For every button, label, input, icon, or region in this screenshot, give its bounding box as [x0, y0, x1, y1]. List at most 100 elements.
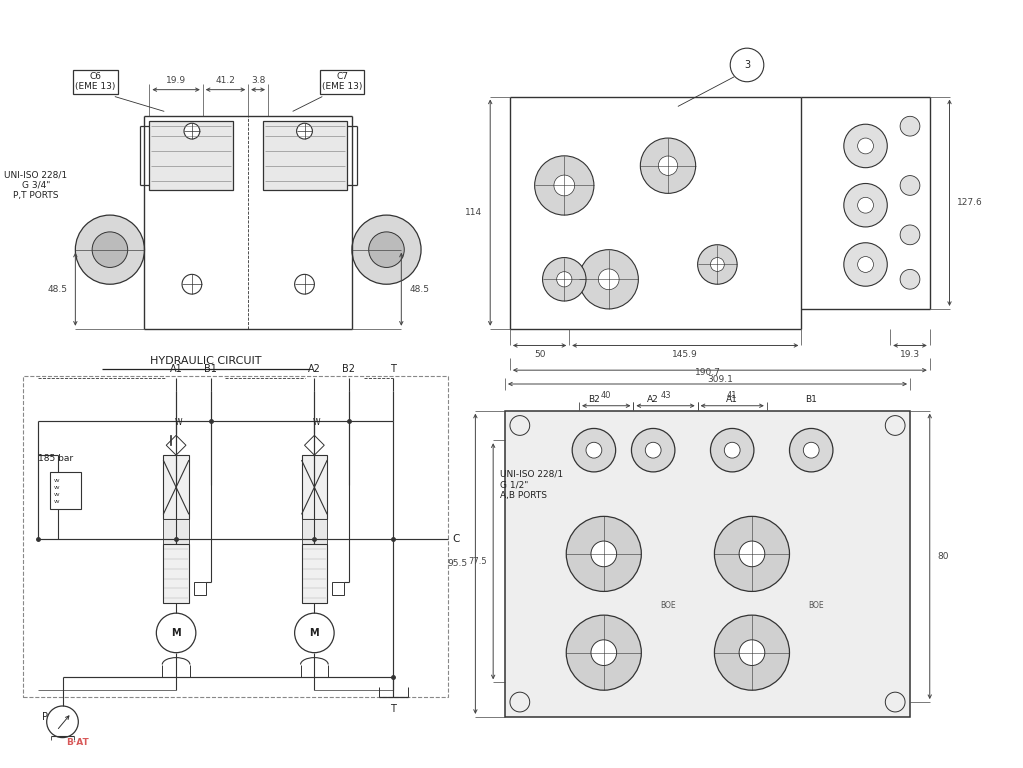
Bar	[164, 455, 189, 519]
Circle shape	[714, 516, 790, 591]
Text: A2: A2	[648, 395, 659, 404]
Circle shape	[698, 245, 738, 284]
Text: A2: A2	[308, 364, 321, 374]
Circle shape	[586, 442, 602, 458]
Bar	[164, 544, 189, 604]
Text: vv: vv	[54, 478, 60, 483]
Text: 190.7: 190.7	[695, 368, 720, 377]
Circle shape	[631, 429, 675, 472]
Text: 309.1: 309.1	[707, 375, 732, 384]
Text: T: T	[391, 704, 396, 714]
Circle shape	[900, 270, 920, 290]
Circle shape	[790, 429, 833, 472]
Bar	[194, 581, 206, 595]
Text: 3: 3	[744, 60, 750, 70]
Text: P: P	[42, 712, 48, 722]
Bar	[302, 544, 327, 604]
Text: vv: vv	[54, 499, 60, 504]
Bar	[505, 411, 910, 717]
Text: A1: A1	[170, 364, 182, 374]
Text: 185 bar: 185 bar	[38, 454, 73, 462]
Text: B2: B2	[343, 364, 355, 374]
Circle shape	[579, 250, 638, 309]
Text: 77.5: 77.5	[469, 557, 487, 566]
Circle shape	[739, 640, 765, 666]
Text: 43: 43	[660, 391, 671, 400]
Text: 95.5: 95.5	[447, 559, 468, 568]
Circle shape	[184, 123, 199, 139]
Circle shape	[900, 225, 920, 245]
Circle shape	[557, 272, 572, 287]
Circle shape	[542, 257, 586, 301]
Circle shape	[295, 274, 314, 294]
Circle shape	[567, 615, 641, 690]
Text: 145.9: 145.9	[672, 350, 698, 359]
Text: BOE: BOE	[808, 601, 824, 610]
Circle shape	[646, 442, 661, 458]
Circle shape	[844, 243, 887, 286]
Text: vv: vv	[54, 492, 60, 497]
Text: BOE: BOE	[660, 601, 676, 610]
Text: B1: B1	[205, 364, 217, 374]
Text: B2: B2	[588, 395, 599, 404]
Circle shape	[47, 706, 79, 737]
Text: C6
(EME 13): C6 (EME 13)	[75, 72, 116, 91]
Circle shape	[572, 429, 616, 472]
Circle shape	[900, 176, 920, 195]
Text: 41.2: 41.2	[216, 76, 235, 84]
Circle shape	[157, 613, 195, 653]
Circle shape	[900, 116, 920, 136]
Text: 19.9: 19.9	[166, 76, 186, 84]
Text: B·AT: B·AT	[65, 737, 89, 746]
Text: 40: 40	[602, 391, 612, 400]
Circle shape	[92, 232, 128, 267]
Circle shape	[567, 516, 641, 591]
Circle shape	[730, 48, 764, 81]
Text: UNI-ISO 228/1
G 3/4"
P,T PORTS: UNI-ISO 228/1 G 3/4" P,T PORTS	[4, 170, 68, 200]
Text: A1: A1	[726, 395, 739, 404]
Text: M: M	[171, 628, 181, 638]
Bar	[23, 376, 448, 697]
Circle shape	[857, 138, 874, 154]
Text: 50: 50	[534, 350, 545, 359]
Circle shape	[724, 442, 740, 458]
Text: T: T	[391, 364, 396, 374]
Circle shape	[714, 615, 790, 690]
Circle shape	[297, 123, 312, 139]
Circle shape	[710, 257, 724, 271]
Text: UNI-ISO 228/1
G 1/2"
A,B PORTS: UNI-ISO 228/1 G 1/2" A,B PORTS	[500, 470, 564, 500]
Bar	[302, 519, 327, 544]
Bar	[332, 581, 344, 595]
Text: C7
(EME 13): C7 (EME 13)	[322, 72, 362, 91]
Circle shape	[710, 429, 754, 472]
Circle shape	[640, 138, 696, 194]
Text: 48.5: 48.5	[409, 285, 430, 293]
Text: M: M	[310, 628, 319, 638]
Circle shape	[352, 215, 421, 284]
Circle shape	[553, 175, 575, 196]
Circle shape	[803, 442, 819, 458]
Text: 48.5: 48.5	[47, 285, 68, 293]
Circle shape	[659, 156, 677, 175]
Circle shape	[368, 232, 404, 267]
Circle shape	[591, 640, 617, 666]
Text: vv: vv	[54, 485, 60, 490]
Text: 127.6: 127.6	[958, 198, 983, 207]
Circle shape	[857, 197, 874, 213]
Circle shape	[76, 215, 144, 284]
Bar	[263, 121, 347, 190]
Text: C: C	[452, 534, 460, 544]
Bar	[164, 519, 189, 544]
Text: 80: 80	[938, 552, 949, 561]
Circle shape	[535, 156, 594, 215]
Circle shape	[857, 257, 874, 273]
Text: 41: 41	[727, 391, 738, 400]
Text: 3.8: 3.8	[251, 76, 265, 84]
Text: 114: 114	[465, 208, 482, 217]
Circle shape	[591, 541, 617, 567]
Text: W: W	[174, 419, 182, 428]
Circle shape	[739, 541, 765, 567]
Circle shape	[295, 613, 335, 653]
Bar	[302, 455, 327, 519]
Circle shape	[598, 269, 619, 290]
